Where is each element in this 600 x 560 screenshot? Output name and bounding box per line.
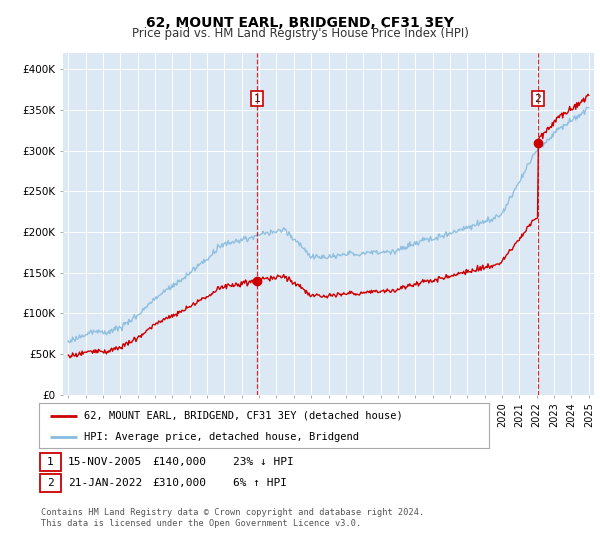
- Text: £310,000: £310,000: [152, 478, 206, 488]
- Text: 23% ↓ HPI: 23% ↓ HPI: [233, 457, 293, 467]
- Text: 62, MOUNT EARL, BRIDGEND, CF31 3EY (detached house): 62, MOUNT EARL, BRIDGEND, CF31 3EY (deta…: [84, 410, 403, 421]
- Text: HPI: Average price, detached house, Bridgend: HPI: Average price, detached house, Brid…: [84, 432, 359, 442]
- Text: Contains HM Land Registry data © Crown copyright and database right 2024.
This d: Contains HM Land Registry data © Crown c…: [41, 508, 424, 528]
- Text: 2: 2: [47, 478, 54, 488]
- Text: 1: 1: [47, 457, 54, 467]
- Text: 6% ↑ HPI: 6% ↑ HPI: [233, 478, 287, 488]
- Text: 2: 2: [535, 94, 541, 104]
- Text: 21-JAN-2022: 21-JAN-2022: [68, 478, 142, 488]
- Text: 15-NOV-2005: 15-NOV-2005: [68, 457, 142, 467]
- Text: 62, MOUNT EARL, BRIDGEND, CF31 3EY: 62, MOUNT EARL, BRIDGEND, CF31 3EY: [146, 16, 454, 30]
- Text: Price paid vs. HM Land Registry's House Price Index (HPI): Price paid vs. HM Land Registry's House …: [131, 27, 469, 40]
- Text: £140,000: £140,000: [152, 457, 206, 467]
- Text: 1: 1: [254, 94, 260, 104]
